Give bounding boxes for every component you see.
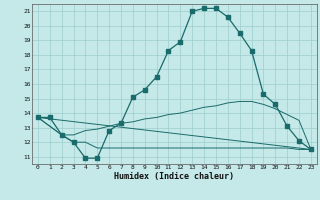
X-axis label: Humidex (Indice chaleur): Humidex (Indice chaleur) <box>115 172 234 181</box>
